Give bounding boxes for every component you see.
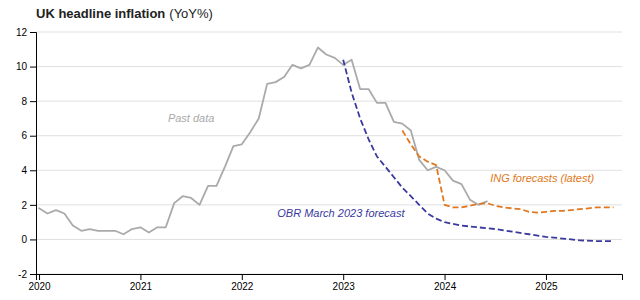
x-tick-mark — [343, 274, 344, 280]
x-tick: 2024 — [434, 274, 457, 292]
x-tick: 2023 — [333, 274, 356, 292]
y-axis: -2 0 2 4 6 8 10 12 — [16, 27, 37, 280]
x-tick-label: 2025 — [535, 281, 558, 292]
y-tick-mark — [30, 67, 36, 68]
y-tick: 12 — [16, 27, 36, 38]
chart: UK headline inflation(YoY%)2020202120222… — [0, 0, 640, 300]
x-tick-mark — [39, 274, 40, 280]
x-tick: 2022 — [231, 274, 254, 292]
grid-line — [36, 101, 622, 102]
x-axis-line — [37, 275, 623, 281]
x-tick-mark — [140, 274, 141, 280]
x-tick: 2025 — [535, 274, 558, 292]
y-tick: 6 — [21, 130, 36, 141]
y-tick-label: 12 — [16, 27, 28, 38]
x-axis: 2020 2021 2022 2023 2024 2025 — [28, 274, 622, 292]
y-tick-mark — [30, 205, 36, 206]
series-line — [39, 48, 487, 235]
grid-line — [36, 32, 622, 33]
y-tick-label: -2 — [18, 269, 27, 280]
y-tick-mark — [30, 274, 36, 275]
lines — [39, 48, 614, 242]
title: UK headline inflation (YoY%) — [36, 6, 213, 21]
y-tick-label: 2 — [21, 200, 27, 211]
annotation: ING forecasts (latest) — [490, 172, 594, 184]
series-line — [402, 131, 613, 213]
title-main: UK headline inflation — [36, 6, 165, 21]
plot: 2020 2021 2022 2023 2024 2025 -2 0 2 4 6 8 10 12 Past … — [16, 27, 623, 292]
grid-line — [36, 239, 622, 240]
x-tick-label: 2024 — [434, 281, 457, 292]
y-tick: 8 — [21, 96, 36, 107]
y-axis-line — [30, 33, 37, 275]
x-tick: 2021 — [130, 274, 153, 292]
y-tick: 2 — [21, 200, 36, 211]
y-tick-mark — [30, 32, 36, 33]
y-tick-label: 4 — [21, 165, 27, 176]
grid-line — [36, 66, 622, 67]
y-tick: -2 — [18, 269, 36, 280]
y-tick-label: 8 — [21, 96, 27, 107]
x-tick-mark — [546, 274, 547, 280]
x-tick: 2020 — [28, 274, 51, 292]
x-tick-label: 2021 — [130, 281, 153, 292]
y-tick: 4 — [21, 165, 36, 176]
y-tick-mark — [30, 239, 36, 240]
y-tick-mark — [30, 101, 36, 102]
y-tick-label: 0 — [21, 234, 27, 245]
x-tick-mark — [242, 274, 243, 280]
annotation: OBR March 2023 forecast — [277, 207, 405, 219]
grid-line — [36, 135, 622, 136]
annotations: Past data OBR March 2023 forecast ING fore… — [168, 112, 595, 219]
annotation: Past data — [168, 112, 214, 124]
grid-line — [36, 204, 622, 205]
subtitle: (YoY%) — [169, 6, 213, 21]
y-tick-label: 6 — [21, 130, 27, 141]
grid — [36, 32, 622, 274]
x-tick-label: 2022 — [231, 281, 254, 292]
y-tick-mark — [30, 170, 36, 171]
y-tick: 10 — [16, 61, 36, 72]
x-tick-label: 2023 — [333, 281, 356, 292]
y-tick-mark — [30, 136, 36, 137]
y-tick: 0 — [21, 234, 36, 245]
y-tick-label: 10 — [16, 61, 28, 72]
grid-line — [36, 170, 622, 171]
x-tick-label: 2020 — [28, 281, 51, 292]
x-tick-mark — [445, 274, 446, 280]
